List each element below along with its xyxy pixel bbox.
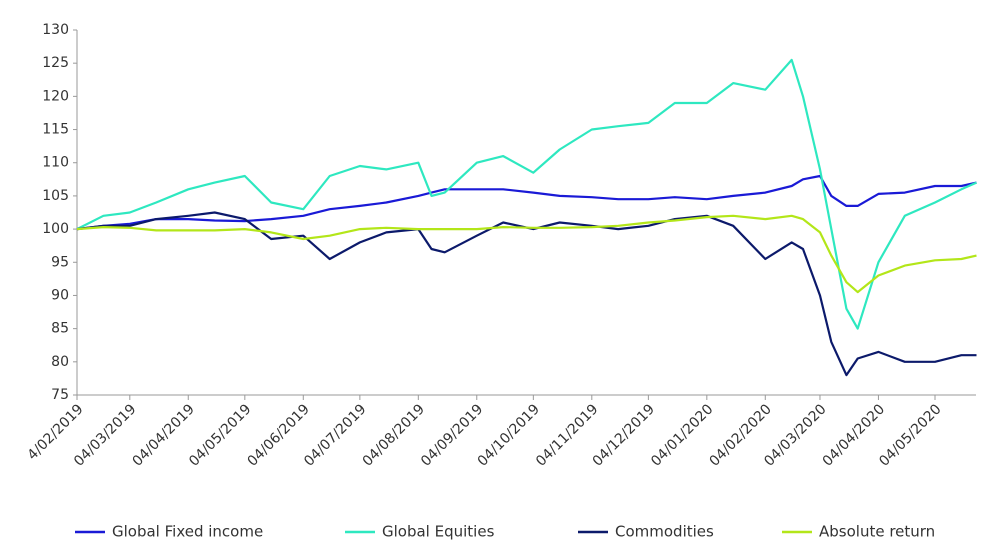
series-line bbox=[76, 58, 977, 330]
y-tick-label: 75 bbox=[51, 387, 69, 403]
y-tick-label: 125 bbox=[42, 55, 69, 71]
y-tick-label: 110 bbox=[42, 155, 69, 171]
y-tick-label: 115 bbox=[42, 122, 69, 138]
legend-label: Commodities bbox=[615, 523, 714, 541]
legend-label: Absolute return bbox=[819, 523, 935, 541]
y-tick-label: 105 bbox=[42, 188, 69, 204]
legend-label: Global Fixed income bbox=[112, 523, 263, 541]
series-line bbox=[76, 174, 977, 231]
y-tick-label: 90 bbox=[51, 287, 69, 303]
y-tick-label: 85 bbox=[51, 321, 69, 337]
y-tick-label: 130 bbox=[42, 22, 69, 38]
y-tick-label: 80 bbox=[51, 354, 69, 370]
series-line bbox=[76, 214, 977, 294]
series-line bbox=[76, 211, 977, 377]
legend-label: Global Equities bbox=[382, 523, 495, 541]
y-tick-label: 120 bbox=[42, 88, 69, 104]
y-tick-label: 100 bbox=[42, 221, 69, 237]
y-tick-label: 95 bbox=[51, 254, 69, 270]
